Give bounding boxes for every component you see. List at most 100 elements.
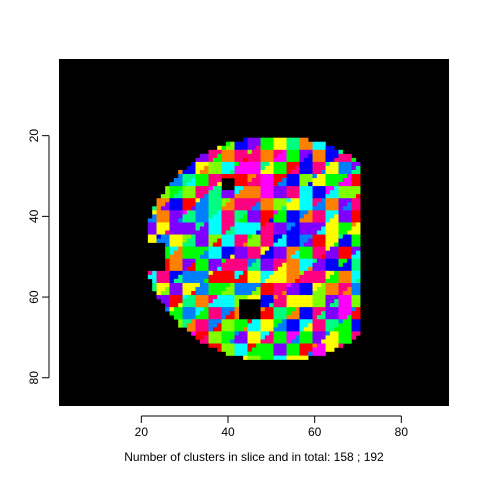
heat-cell bbox=[264, 190, 270, 195]
heat-cell bbox=[347, 218, 352, 223]
heat-cell bbox=[238, 270, 244, 276]
heat-cell bbox=[199, 339, 205, 344]
heat-cell bbox=[247, 145, 253, 151]
y-tick-label: 40 bbox=[27, 209, 41, 223]
heat-cell bbox=[303, 307, 309, 312]
heat-cell bbox=[221, 210, 227, 215]
heat-cell bbox=[260, 214, 266, 219]
heat-cell bbox=[204, 202, 209, 207]
heat-cell bbox=[316, 286, 322, 292]
heat-cell bbox=[325, 270, 331, 276]
heat-cell bbox=[221, 198, 227, 203]
heat-cell bbox=[299, 242, 305, 247]
heat-cell bbox=[334, 210, 339, 215]
heat-cell bbox=[247, 202, 253, 207]
heat-cell bbox=[269, 291, 274, 296]
heat-cell bbox=[321, 335, 326, 340]
heat-cell bbox=[156, 218, 162, 223]
heat-cell bbox=[217, 307, 222, 312]
heat-cell bbox=[225, 238, 231, 243]
heat-cell bbox=[264, 202, 270, 207]
heat-cell bbox=[264, 262, 270, 268]
heat-cell bbox=[230, 331, 235, 336]
heat-cell bbox=[243, 234, 248, 239]
heat-cell bbox=[234, 278, 240, 284]
heat-cell bbox=[355, 198, 361, 203]
heat-cell bbox=[303, 339, 309, 344]
heat-cell bbox=[173, 274, 179, 280]
heat-cell bbox=[217, 242, 222, 247]
heat-cell bbox=[264, 157, 270, 163]
heat-cell bbox=[277, 282, 283, 288]
heat-cell bbox=[247, 331, 253, 336]
heat-cell bbox=[260, 323, 266, 328]
heat-cell bbox=[321, 202, 326, 207]
heat-cell bbox=[338, 262, 344, 268]
heat-cell bbox=[195, 254, 201, 260]
heat-cell bbox=[325, 222, 331, 227]
heat-cell bbox=[321, 347, 326, 352]
heat-cell bbox=[260, 145, 266, 151]
heat-cell bbox=[247, 210, 253, 215]
heat-cell bbox=[308, 311, 313, 316]
heat-cell bbox=[299, 347, 305, 352]
heat-cell bbox=[325, 206, 331, 211]
heat-cell bbox=[321, 327, 326, 332]
heat-cell bbox=[269, 157, 274, 163]
heat-cell bbox=[273, 153, 279, 159]
heat-cell bbox=[234, 250, 240, 255]
heat-cell bbox=[243, 291, 248, 296]
heat-cell bbox=[347, 339, 352, 344]
heat-cell bbox=[238, 145, 244, 151]
heat-cell bbox=[347, 291, 352, 296]
heat-cell bbox=[208, 194, 214, 199]
heat-cell bbox=[334, 323, 339, 328]
heat-cell bbox=[269, 355, 274, 360]
heat-cell bbox=[282, 186, 287, 191]
heat-cell bbox=[273, 274, 279, 280]
heat-cell bbox=[225, 210, 231, 215]
heat-cell bbox=[182, 307, 188, 312]
heat-cell bbox=[269, 299, 274, 304]
heat-cell bbox=[295, 246, 300, 251]
heat-cell bbox=[321, 295, 326, 300]
heat-cell bbox=[169, 278, 175, 284]
heat-cell bbox=[325, 331, 331, 336]
heat-cell bbox=[308, 282, 313, 288]
heat-cell bbox=[251, 274, 257, 280]
heat-cell bbox=[234, 327, 240, 332]
heat-cell bbox=[342, 286, 348, 292]
heat-cell bbox=[182, 174, 188, 179]
heat-cell bbox=[273, 282, 279, 288]
heat-cell bbox=[277, 137, 283, 142]
heat-cell bbox=[351, 226, 357, 231]
heat-cell bbox=[338, 230, 344, 235]
heat-cell bbox=[238, 210, 244, 215]
heat-cell bbox=[334, 218, 339, 223]
heat-cell bbox=[225, 153, 231, 159]
heat-cell bbox=[243, 250, 248, 255]
heat-cell bbox=[208, 343, 214, 348]
heat-cell bbox=[329, 178, 335, 183]
heat-cell bbox=[260, 339, 266, 344]
heat-cell bbox=[225, 315, 231, 320]
heat-cell bbox=[217, 186, 222, 191]
heat-cell bbox=[269, 295, 274, 300]
heat-cell bbox=[342, 169, 348, 175]
heat-cell bbox=[299, 141, 305, 147]
heat-cell bbox=[173, 246, 179, 251]
heat-cell bbox=[286, 218, 292, 223]
heat-cell bbox=[260, 242, 266, 247]
heat-cell bbox=[165, 210, 170, 215]
heat-cell bbox=[195, 270, 201, 276]
heat-cell bbox=[178, 246, 183, 251]
heat-cell bbox=[191, 254, 196, 260]
heat-cell bbox=[234, 149, 240, 155]
heat-cell bbox=[351, 278, 357, 284]
heat-cell bbox=[195, 165, 201, 171]
heat-cell bbox=[295, 190, 300, 195]
heat-cell bbox=[234, 153, 240, 159]
heat-cell bbox=[355, 286, 361, 292]
heat-cell bbox=[308, 286, 313, 292]
heat-cell bbox=[351, 178, 357, 183]
